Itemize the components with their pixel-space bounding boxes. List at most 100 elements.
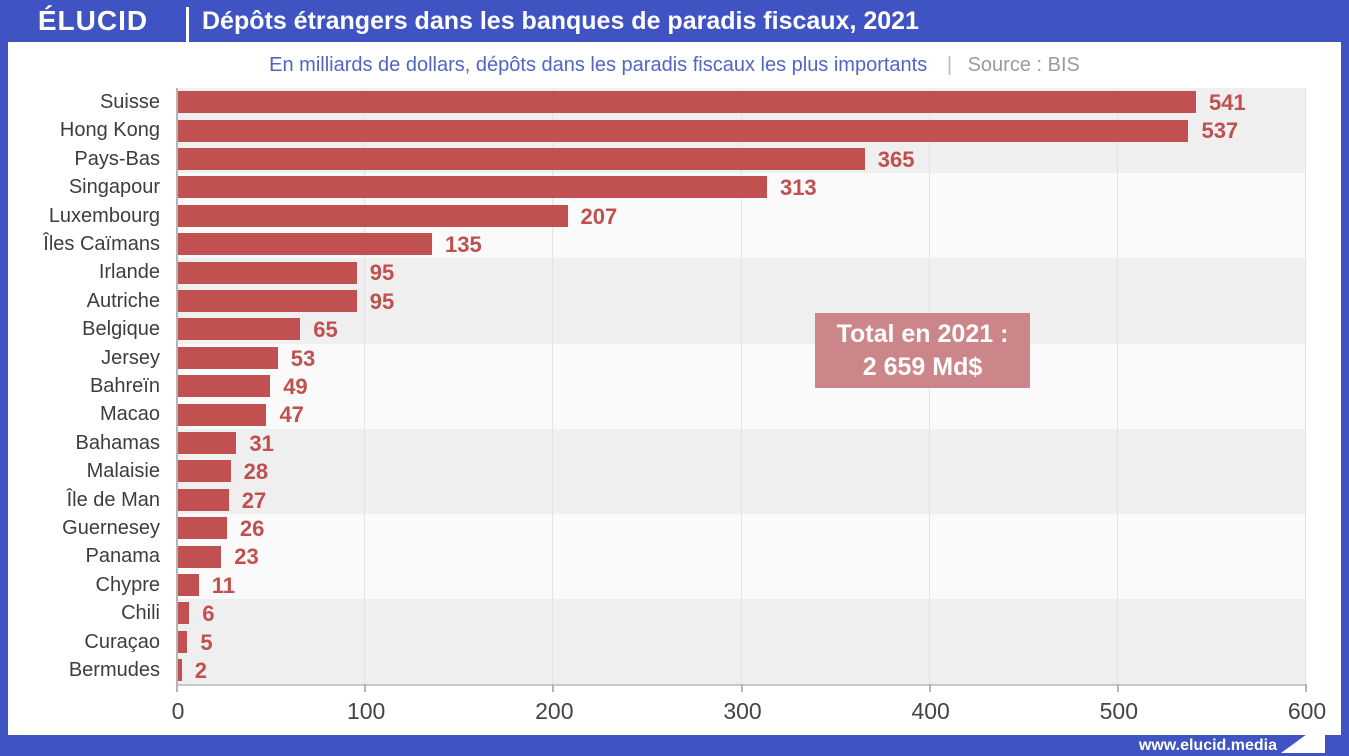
bar (178, 148, 865, 170)
bar (178, 659, 182, 682)
bar-value-label: 541 (1208, 90, 1246, 115)
bar-value-label: 47 (279, 402, 304, 428)
bar (178, 432, 237, 454)
x-tick (740, 684, 743, 693)
bar-value-label: 28 (243, 459, 269, 485)
bar-value-label: 11 (211, 572, 235, 598)
page-title: Dépôts étrangers dans les banques de par… (202, 7, 919, 35)
header-divider (186, 7, 189, 42)
category-label: Chypre (95, 573, 160, 596)
bar (178, 91, 1196, 114)
x-tick-label: 200 (535, 698, 574, 725)
category-label: Îles Caïmans (43, 233, 160, 255)
bar-value-label: 31 (249, 430, 274, 456)
x-tick (176, 684, 178, 693)
category-label: Bahreïn (89, 375, 160, 397)
chart-subtitle: En milliards de dollars, dépôts dans les… (269, 54, 928, 76)
x-tick (552, 684, 555, 693)
x-tick-label: 0 (171, 698, 185, 725)
category-label: Panama (85, 545, 161, 568)
total-annotation: Total en 2021 : 2 659 Md$ (815, 313, 1030, 388)
bar (178, 517, 227, 540)
category-label: Pays-Bas (74, 147, 160, 170)
x-tick (1116, 684, 1119, 693)
category-label: Bermudes (68, 659, 160, 681)
category-label: Malaisie (86, 460, 160, 483)
bar (178, 318, 301, 341)
gridline (364, 88, 366, 685)
bar-value-label: 135 (445, 232, 482, 257)
bar-value-label: 537 (1201, 118, 1239, 144)
bar (178, 602, 190, 625)
bar-value-label: 27 (241, 487, 267, 513)
bar-value-label: 65 (313, 317, 338, 343)
category-label: Chili (121, 602, 160, 625)
bar-value-label: 5 (200, 629, 213, 655)
bar (178, 488, 229, 511)
category-label: Bahamas (75, 431, 161, 454)
bar (178, 346, 278, 369)
y-axis-line (176, 88, 178, 687)
bar-value-label: 2 (194, 658, 207, 683)
bar-chart: 0 100 200 300 400 500 600 Suisse 541 Hong Kong 537… (8, 42, 1341, 735)
category-label: Singapour (68, 176, 160, 199)
category-label: Belgique (82, 318, 160, 341)
header-bar: ÉLUCID Dépôts étrangers dans les banques… (0, 0, 1349, 42)
bar-value-label: 313 (779, 175, 817, 201)
footer-url: www.elucid.media (1138, 737, 1277, 754)
gridline (1305, 88, 1306, 685)
bar-value-label: 95 (369, 260, 395, 286)
category-label: Autriche (86, 289, 160, 312)
bar-value-label: 95 (369, 288, 395, 314)
category-label: Suisse (99, 91, 160, 113)
bar-value-label: 26 (239, 516, 265, 541)
category-label: Curaçao (84, 630, 160, 653)
x-tick-label: 300 (723, 698, 762, 725)
category-label: Luxembourg (48, 204, 160, 227)
x-tick-label: 600 (1287, 698, 1327, 725)
bar (178, 290, 357, 312)
bar-value-label: 365 (877, 146, 915, 172)
bar (178, 375, 271, 398)
x-tick-label: 100 (346, 698, 386, 725)
elucid-logo: ÉLUCID (37, 5, 149, 36)
category-label: Irlande (98, 261, 160, 284)
x-tick (928, 684, 931, 693)
x-tick-label: 500 (1099, 698, 1139, 725)
bar-value-label: 23 (234, 544, 259, 570)
category-label: Guernesey (62, 517, 160, 539)
content-panel: En milliards de dollars, dépôts dans les… (8, 42, 1341, 735)
category-label: Île de Man (66, 488, 160, 511)
source-label: Source : BIS (967, 54, 1080, 76)
bar-value-label: 6 (202, 601, 215, 627)
bar (178, 460, 231, 483)
total-annotation-line1: Total en 2021 : (836, 320, 1009, 348)
bar (178, 261, 357, 284)
bar (178, 119, 1189, 142)
subtitle-separator: | (946, 54, 953, 76)
x-tick (364, 684, 367, 693)
gridline (1116, 88, 1118, 685)
x-tick (1305, 684, 1307, 693)
gridline (552, 88, 554, 685)
bar (178, 176, 767, 199)
bar (178, 630, 188, 653)
bar (178, 204, 568, 227)
category-label: Jersey (101, 346, 160, 369)
bar (178, 233, 433, 256)
category-label: Hong Kong (59, 119, 160, 142)
elucid-arrow-icon (1281, 721, 1325, 753)
footer-bar: www.elucid.media (0, 721, 1349, 756)
bar-value-label: 49 (283, 374, 308, 399)
bar (178, 403, 267, 426)
total-annotation-line2: 2 659 Md$ (862, 352, 983, 381)
category-label: Macao (99, 403, 160, 426)
x-tick-label: 400 (911, 698, 950, 725)
gridline (740, 88, 742, 685)
bar-value-label: 53 (290, 345, 316, 371)
bar-value-label: 207 (580, 203, 618, 229)
chart-subtitle-row: En milliards de dollars, dépôts dans les… (8, 42, 1341, 86)
bar (178, 545, 222, 568)
bar (178, 574, 199, 596)
